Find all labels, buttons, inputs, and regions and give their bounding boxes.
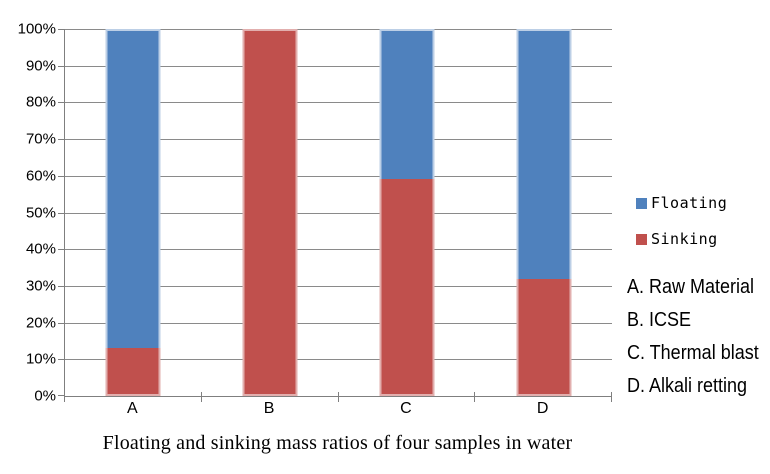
y-axis-tick <box>58 359 65 361</box>
gridline <box>65 175 612 177</box>
bar-column-C <box>339 29 476 396</box>
y-axis-label: 20% <box>25 314 56 332</box>
x-axis-label-C: C <box>400 400 412 417</box>
y-axis-label: 70% <box>25 130 56 148</box>
sample-key-line: B. ICSE <box>627 309 692 331</box>
x-axis-labels: A B C D <box>64 401 611 417</box>
bar-segment-sinking-A <box>105 348 161 396</box>
y-axis-label: 50% <box>25 204 56 221</box>
x-axis-label-B: B <box>263 400 275 417</box>
bar-segment-sinking-D <box>516 278 572 396</box>
sample-key-line: D. Alkali retting <box>627 375 748 397</box>
plot-area <box>58 29 612 402</box>
y-axis-label: 30% <box>25 277 56 295</box>
y-axis-tick <box>58 139 65 141</box>
y-axis-labels: 0% 10% 20% 30% 40% 50% 60% 70% 80% 90% 100% <box>0 22 56 404</box>
bar-column-B <box>202 29 339 396</box>
gridline <box>65 359 612 361</box>
y-axis-label: 10% <box>25 350 56 368</box>
bar-segment-sinking-B <box>242 29 298 396</box>
bar-segment-sinking-C <box>379 179 435 396</box>
gridline <box>65 212 612 214</box>
legend-swatch-icon <box>636 198 647 209</box>
legend-item-sinking: Sinking <box>636 232 727 247</box>
gridline <box>65 65 612 67</box>
gridline <box>65 285 612 287</box>
gridline <box>65 249 612 251</box>
y-axis-tick <box>58 285 65 287</box>
y-axis-tick <box>58 102 65 104</box>
bar-segment-floating-A <box>105 29 161 349</box>
x-axis-label-A: A <box>127 400 138 417</box>
bar-B <box>242 29 298 396</box>
sample-key-line: A. Raw Material <box>627 276 755 298</box>
y-axis-tick <box>58 65 65 67</box>
sample-key: A. Raw Material B. ICSE C. Thermal blast D.… <box>627 271 770 403</box>
gridline <box>65 322 612 324</box>
y-axis-label: 0% <box>34 387 56 405</box>
legend-label: Sinking <box>651 230 718 248</box>
bar-column-D <box>475 29 612 396</box>
bar-C <box>379 29 435 396</box>
bar-D <box>516 29 572 396</box>
legend-label: Floating <box>651 194 728 212</box>
bars <box>65 29 612 396</box>
gridline <box>65 102 612 104</box>
gridline <box>65 139 612 141</box>
y-axis-tick <box>58 212 65 214</box>
y-axis-label: 80% <box>25 93 56 111</box>
x-axis-tick <box>611 392 612 402</box>
x-axis-tick <box>474 392 476 402</box>
legend-swatch-icon <box>636 234 647 245</box>
y-axis-tick <box>58 322 65 324</box>
y-axis-label: 100% <box>17 20 56 38</box>
x-axis-tick <box>337 392 339 402</box>
bar-A <box>105 29 161 396</box>
legend: Floating Sinking <box>636 196 727 268</box>
y-axis-tick <box>58 175 65 177</box>
y-axis-label: 90% <box>25 57 56 75</box>
y-axis-label: 40% <box>25 240 56 258</box>
gridline <box>65 29 612 30</box>
bar-column-A <box>65 29 202 396</box>
bar-segment-floating-D <box>516 29 572 279</box>
x-axis-tick <box>64 392 65 402</box>
y-axis-tick <box>58 29 65 30</box>
chart-title: Floating and sinking mass ratios of four… <box>102 432 573 454</box>
x-axis-tick <box>200 392 202 402</box>
legend-item-floating: Floating <box>636 196 727 211</box>
y-axis-tick <box>58 249 65 251</box>
x-axis-label-D: D <box>536 400 549 417</box>
sample-key-line: C. Thermal blast <box>627 342 759 364</box>
y-axis-tick <box>58 395 65 396</box>
y-axis-label: 60% <box>25 167 56 185</box>
bar-segment-floating-C <box>379 29 435 180</box>
